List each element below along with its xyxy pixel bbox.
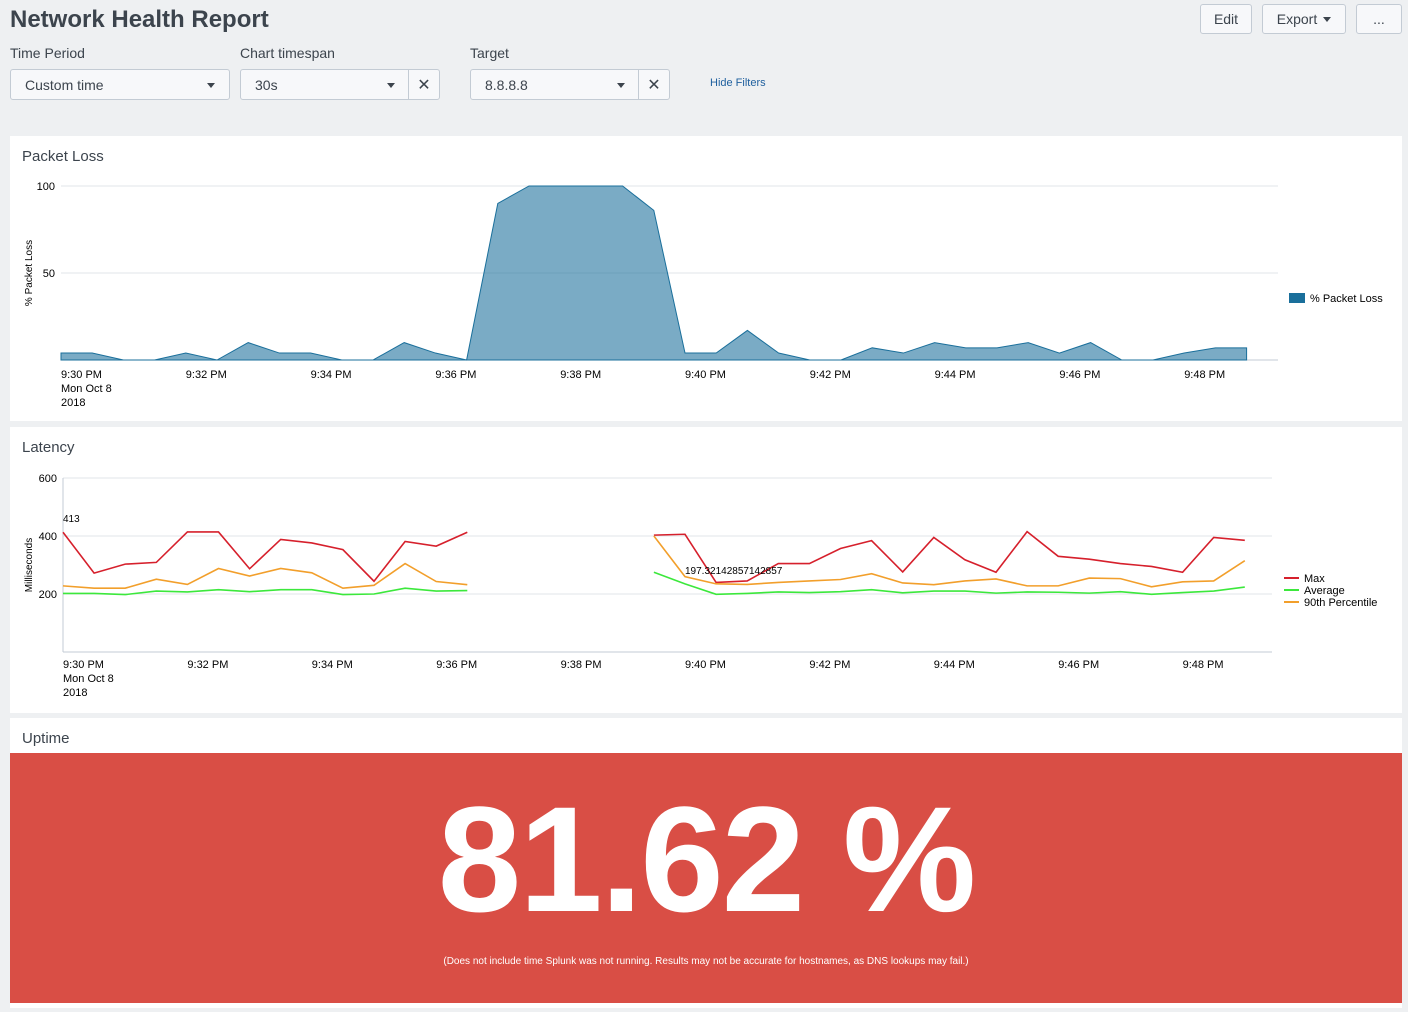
- latency-title: Latency: [22, 439, 75, 456]
- uptime-note: (Does not include time Splunk was not ru…: [443, 956, 969, 967]
- x-tick-label: 9:40 PM: [685, 659, 726, 671]
- latency-line-average: [63, 571, 1245, 596]
- export-button-label: Export: [1276, 11, 1318, 27]
- caret-down-icon: [617, 83, 625, 88]
- caret-down-icon: [1323, 16, 1332, 22]
- x-tick-label: 9:32 PM: [186, 369, 227, 381]
- legend-label: Max: [1304, 573, 1325, 585]
- data-annotation: 197.32142857142857: [685, 566, 783, 577]
- x-tick-label: 9:44 PM: [935, 369, 976, 381]
- packet-loss-chart: 50 100 % Packet Loss 9:30 PM 9:32 PM 9:34 PM 9…: [24, 181, 1383, 409]
- latency-chart: 200 400 600 413 197.32142857142857 Millisecon…: [24, 473, 1377, 699]
- x-tick-sublabel: 2018: [63, 687, 87, 699]
- chart-timespan-value: 30s: [255, 77, 278, 93]
- legend-swatch: [1289, 293, 1305, 303]
- chart-timespan-dropdown[interactable]: 30s ✕: [240, 69, 440, 100]
- data-annotation: 413: [63, 514, 80, 525]
- x-tick-label: 9:42 PM: [809, 659, 850, 671]
- x-tick-sublabel: Mon Oct 8: [61, 383, 112, 395]
- x-tick-sublabel: 2018: [61, 397, 85, 409]
- time-period-value: Custom time: [25, 77, 104, 93]
- x-tick-label: 9:46 PM: [1059, 369, 1100, 381]
- x-tick-label: 9:48 PM: [1184, 369, 1225, 381]
- legend-label: Average: [1304, 585, 1345, 597]
- x-tick-label: 9:38 PM: [560, 369, 601, 381]
- chart-timespan-label: Chart timespan: [240, 45, 335, 61]
- x-tick-label: 9:34 PM: [312, 659, 353, 671]
- x-tick-label: 9:32 PM: [187, 659, 228, 671]
- target-label: Target: [470, 45, 509, 61]
- x-tick-label: 9:42 PM: [810, 369, 851, 381]
- time-period-label: Time Period: [10, 45, 85, 61]
- page-title: Network Health Report: [10, 6, 269, 33]
- y-axis-label: Milliseconds: [24, 538, 35, 592]
- more-actions-label: ...: [1373, 11, 1385, 27]
- time-period-dropdown[interactable]: Custom time: [10, 69, 230, 100]
- x-tick-label: 9:44 PM: [934, 659, 975, 671]
- caret-down-icon: [387, 83, 395, 88]
- packet-loss-area: [60, 185, 1248, 361]
- clear-icon[interactable]: ✕: [408, 70, 439, 99]
- y-tick-label: 600: [39, 473, 57, 485]
- legend-label: % Packet Loss: [1310, 293, 1383, 305]
- y-tick-label: 50: [43, 268, 55, 280]
- x-tick-label: 9:30 PM: [63, 659, 104, 671]
- target-dropdown[interactable]: 8.8.8.8 ✕: [470, 69, 670, 100]
- y-axis-label: % Packet Loss: [24, 240, 35, 306]
- edit-button-label: Edit: [1213, 11, 1239, 27]
- latency-panel: Latency 200 400 600 413 197.32142857142857 Mi…: [10, 427, 1402, 713]
- y-tick-label: 400: [39, 531, 57, 543]
- legend-label: 90th Percentile: [1304, 597, 1377, 609]
- packet-loss-title: Packet Loss: [22, 148, 104, 165]
- x-tick-label: 9:48 PM: [1183, 659, 1224, 671]
- latency-line-90th-percentile: [62, 535, 1246, 590]
- edit-button[interactable]: Edit: [1200, 4, 1252, 34]
- export-button[interactable]: Export: [1262, 4, 1346, 34]
- y-tick-label: 100: [37, 181, 55, 193]
- x-tick-label: 9:40 PM: [685, 369, 726, 381]
- target-value: 8.8.8.8: [485, 77, 528, 93]
- latency-line-max: [62, 530, 1245, 584]
- caret-down-icon: [207, 83, 215, 88]
- x-tick-label: 9:34 PM: [311, 369, 352, 381]
- packet-loss-panel: Packet Loss 50 100 % Packet Loss 9:30 PM 9:3…: [10, 136, 1402, 421]
- uptime-single-value: 81.62 % (Does not include time Splunk wa…: [10, 753, 1402, 1003]
- uptime-panel: Uptime 81.62 % (Does not include time Sp…: [10, 718, 1402, 1008]
- hide-filters-link[interactable]: Hide Filters: [710, 77, 766, 89]
- y-tick-label: 200: [39, 589, 57, 601]
- toolbar: Edit Export ...: [1200, 4, 1402, 34]
- x-tick-label: 9:38 PM: [561, 659, 602, 671]
- x-tick-label: 9:36 PM: [435, 369, 476, 381]
- clear-icon[interactable]: ✕: [638, 70, 669, 99]
- more-actions-button[interactable]: ...: [1356, 4, 1402, 34]
- x-tick-sublabel: Mon Oct 8: [63, 673, 114, 685]
- x-tick-label: 9:36 PM: [436, 659, 477, 671]
- x-tick-label: 9:30 PM: [61, 369, 102, 381]
- uptime-title: Uptime: [22, 730, 70, 747]
- x-tick-label: 9:46 PM: [1058, 659, 1099, 671]
- uptime-value: 81.62 %: [437, 775, 976, 943]
